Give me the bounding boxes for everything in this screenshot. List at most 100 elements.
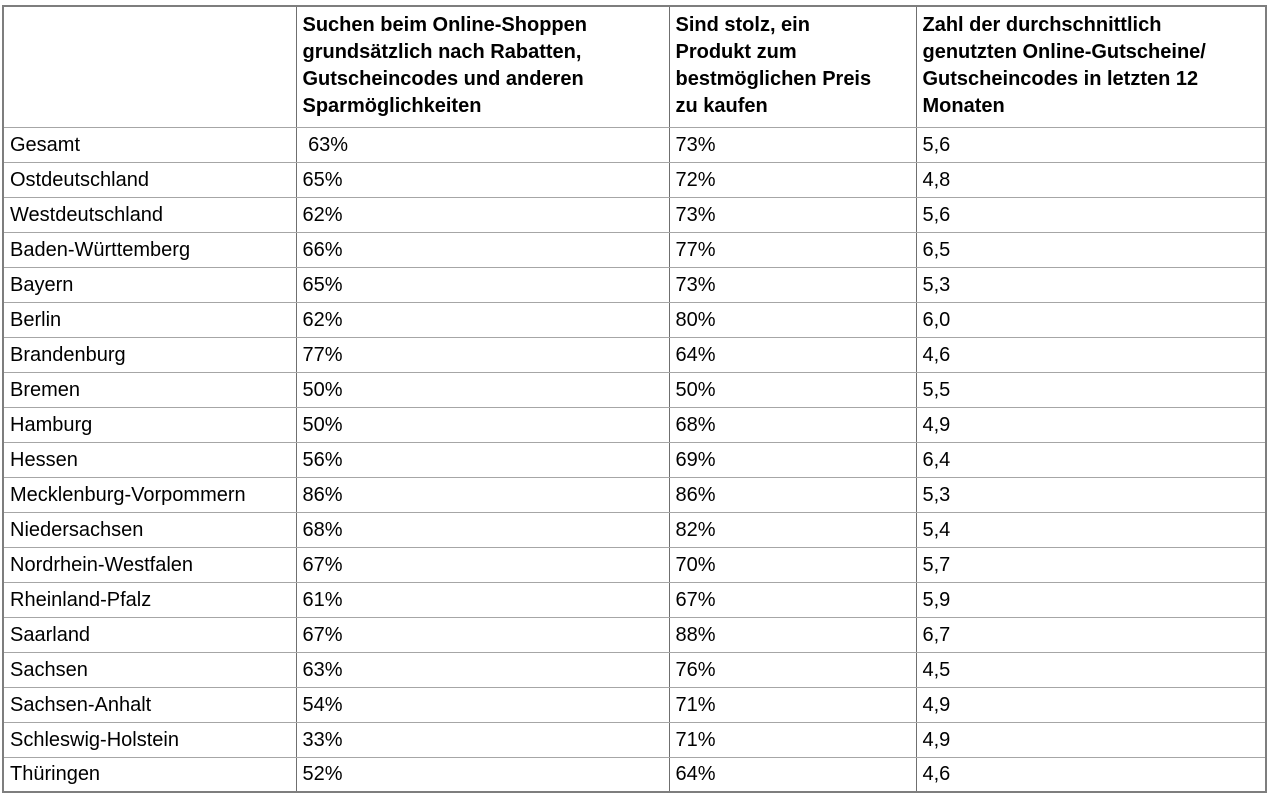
proud-best-price-cell: 73% [668,126,917,163]
discount-search-cell: 63% [295,651,670,688]
table-row: Hamburg 50% 68% 4,9 [2,406,1267,443]
column-header-discount-search: Suchen beim Online-Shoppen grundsätzlich… [295,5,670,128]
avg-vouchers-cell: 6,4 [915,441,1267,478]
table-row: Bremen 50% 50% 5,5 [2,371,1267,408]
region-cell: Nordrhein-Westfalen [2,546,297,583]
discount-search-cell: 65% [295,266,670,303]
region-cell: Brandenburg [2,336,297,373]
discount-search-cell: 62% [295,301,670,338]
region-cell: Thüringen [2,756,297,793]
avg-vouchers-cell: 4,8 [915,161,1267,198]
proud-best-price-cell: 64% [668,336,917,373]
proud-best-price-cell: 69% [668,441,917,478]
proud-best-price-cell: 68% [668,406,917,443]
region-cell: Rheinland-Pfalz [2,581,297,618]
proud-best-price-cell: 72% [668,161,917,198]
table-row: Mecklenburg-Vorpommern 86% 86% 5,3 [2,476,1267,513]
table-row: Brandenburg 77% 64% 4,6 [2,336,1267,373]
proud-best-price-cell: 80% [668,301,917,338]
discount-search-cell: 67% [295,546,670,583]
table-row: Ostdeutschland 65% 72% 4,8 [2,161,1267,198]
avg-vouchers-cell: 5,3 [915,266,1267,303]
region-cell: Berlin [2,301,297,338]
proud-best-price-cell: 88% [668,616,917,653]
avg-vouchers-cell: 5,9 [915,581,1267,618]
proud-best-price-cell: 76% [668,651,917,688]
table-row: Thüringen 52% 64% 4,6 [2,756,1267,793]
statistics-table-container: Suchen beim Online-Shoppen grundsätzlich… [2,5,1267,793]
proud-best-price-cell: 77% [668,231,917,268]
avg-vouchers-cell: 5,4 [915,511,1267,548]
table-row: Westdeutschland 62% 73% 5,6 [2,196,1267,233]
avg-vouchers-cell: 5,3 [915,476,1267,513]
avg-vouchers-cell: 4,6 [915,336,1267,373]
table-row: Gesamt 63% 73% 5,6 [2,126,1267,163]
avg-vouchers-cell: 6,5 [915,231,1267,268]
avg-vouchers-cell: 5,6 [915,126,1267,163]
avg-vouchers-cell: 6,7 [915,616,1267,653]
region-cell: Mecklenburg-Vorpommern [2,476,297,513]
table-row: Sachsen-Anhalt 54% 71% 4,9 [2,686,1267,723]
avg-vouchers-cell: 6,0 [915,301,1267,338]
avg-vouchers-cell: 5,6 [915,196,1267,233]
discount-search-cell: 86% [295,476,670,513]
avg-vouchers-cell: 4,9 [915,406,1267,443]
region-cell: Sachsen [2,651,297,688]
discount-search-cell: 62% [295,196,670,233]
discount-search-cell: 68% [295,511,670,548]
region-cell: Saarland [2,616,297,653]
proud-best-price-cell: 50% [668,371,917,408]
proud-best-price-cell: 73% [668,266,917,303]
region-cell: Schleswig-Holstein [2,721,297,758]
table-row: Bayern 65% 73% 5,3 [2,266,1267,303]
region-cell: Gesamt [2,126,297,163]
region-cell: Baden-Württemberg [2,231,297,268]
discount-search-cell: 66% [295,231,670,268]
proud-best-price-cell: 64% [668,756,917,793]
column-header-region [2,5,297,128]
region-cell: Sachsen-Anhalt [2,686,297,723]
discount-search-cell: 54% [295,686,670,723]
discount-search-cell: 67% [295,616,670,653]
table-row: Niedersachsen 68% 82% 5,4 [2,511,1267,548]
proud-best-price-cell: 67% [668,581,917,618]
avg-vouchers-cell: 5,5 [915,371,1267,408]
region-cell: Ostdeutschland [2,161,297,198]
region-cell: Bremen [2,371,297,408]
table-row: Rheinland-Pfalz 61% 67% 5,9 [2,581,1267,618]
column-header-proud-best-price: Sind stolz, ein Produkt zum bestmögliche… [668,5,917,128]
proud-best-price-cell: 71% [668,686,917,723]
table-row: Sachsen 63% 76% 4,5 [2,651,1267,688]
avg-vouchers-cell: 4,9 [915,721,1267,758]
table-row: Schleswig-Holstein 33% 71% 4,9 [2,721,1267,758]
region-cell: Hamburg [2,406,297,443]
discount-search-cell: 52% [295,756,670,793]
avg-vouchers-cell: 4,5 [915,651,1267,688]
discount-search-cell: 61% [295,581,670,618]
table-row: Saarland 67% 88% 6,7 [2,616,1267,653]
discount-search-cell: 77% [295,336,670,373]
proud-best-price-cell: 71% [668,721,917,758]
proud-best-price-cell: 86% [668,476,917,513]
discount-search-cell: 50% [295,406,670,443]
table-row: Baden-Württemberg 66% 77% 6,5 [2,231,1267,268]
region-cell: Westdeutschland [2,196,297,233]
avg-vouchers-cell: 4,9 [915,686,1267,723]
region-cell: Bayern [2,266,297,303]
discount-search-cell: 33% [295,721,670,758]
proud-best-price-cell: 70% [668,546,917,583]
table-row: Nordrhein-Westfalen 67% 70% 5,7 [2,546,1267,583]
avg-vouchers-cell: 5,7 [915,546,1267,583]
discount-search-cell: 50% [295,371,670,408]
table-row: Hessen 56% 69% 6,4 [2,441,1267,478]
column-header-avg-vouchers: Zahl der durchschnittlich genutzten Onli… [915,5,1267,128]
proud-best-price-cell: 82% [668,511,917,548]
coupon-usage-table: Suchen beim Online-Shoppen grundsätzlich… [2,5,1267,793]
region-cell: Niedersachsen [2,511,297,548]
discount-search-cell: 65% [295,161,670,198]
avg-vouchers-cell: 4,6 [915,756,1267,793]
discount-search-cell: 56% [295,441,670,478]
discount-search-cell: 63% [295,126,670,163]
header-row: Suchen beim Online-Shoppen grundsätzlich… [2,5,1267,128]
region-cell: Hessen [2,441,297,478]
